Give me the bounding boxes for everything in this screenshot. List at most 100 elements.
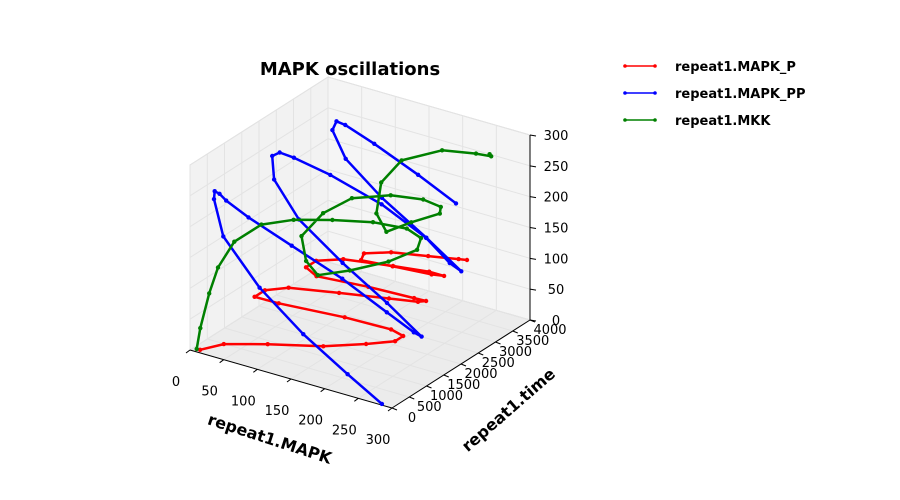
- data-point: [347, 268, 352, 273]
- y-tick-label: 2000: [464, 367, 497, 382]
- data-point: [384, 310, 389, 315]
- y-tick: [512, 330, 518, 334]
- chart-title: MAPK oscillations: [260, 59, 440, 80]
- legend-label-mapk-pp: repeat1.MAPK_PP: [675, 87, 805, 102]
- x-tick-label: 0: [172, 375, 180, 390]
- z-axis-ticks: 0 50 100 150 200 250 300: [529, 129, 569, 329]
- x-tick: [253, 368, 258, 373]
- x-tick-label: 300: [366, 433, 391, 448]
- data-point: [415, 299, 421, 304]
- data-point: [386, 259, 391, 264]
- data-point: [224, 198, 229, 203]
- data-point: [441, 273, 447, 279]
- data-point: [320, 211, 326, 216]
- data-point: [303, 265, 309, 270]
- data-point: [438, 204, 443, 210]
- z-tick-label: 300: [544, 129, 569, 144]
- data-point: [372, 141, 377, 146]
- data-point: [221, 341, 226, 347]
- data-point: [374, 211, 379, 216]
- data-point: [388, 193, 393, 198]
- series-mapk-pp: [211, 119, 464, 407]
- z-tick-label: 250: [544, 160, 569, 175]
- y-tick-label: 4000: [533, 323, 566, 338]
- series-mkk: [194, 148, 494, 352]
- x-tick-label: 200: [298, 414, 323, 429]
- z-tick-label: 200: [544, 191, 569, 206]
- data-point: [330, 217, 335, 223]
- data-point: [453, 201, 459, 206]
- grid-line-z: [189, 138, 531, 228]
- grid-line-z: [189, 107, 531, 197]
- data-point: [197, 347, 203, 352]
- x-tick: [219, 359, 224, 364]
- data-point: [390, 264, 395, 269]
- data-point: [384, 229, 389, 234]
- x-tick: [354, 397, 359, 402]
- data-point: [315, 273, 321, 278]
- legend-marker-mkk-end: [653, 118, 657, 122]
- legend-marker-mapk-p-end: [653, 64, 657, 68]
- grid-lines: [189, 76, 531, 409]
- data-point: [321, 344, 326, 349]
- data-point: [418, 235, 424, 241]
- data-point: [246, 215, 251, 220]
- y-tick: [495, 341, 501, 345]
- data-point: [419, 334, 424, 339]
- data-point: [271, 177, 277, 182]
- grid-line-z: [189, 199, 531, 289]
- data-point: [342, 315, 347, 320]
- z-tick-label: 100: [544, 252, 569, 267]
- data-point: [414, 247, 420, 252]
- y-tick: [478, 352, 484, 356]
- y-tick-label: 1500: [447, 378, 480, 393]
- legend: repeat1.MAPK_P repeat1.MAPK_PP repeat1.M…: [623, 60, 805, 129]
- data-point: [423, 298, 429, 304]
- y-tick-label: 0: [408, 411, 416, 426]
- z-tick-label: 50: [548, 283, 565, 298]
- grid-line-z: [189, 168, 531, 258]
- x-tick: [387, 407, 393, 412]
- data-point: [358, 258, 364, 263]
- data-point: [276, 301, 281, 306]
- data-point: [207, 291, 212, 296]
- legend-marker-mapk-p-start: [623, 64, 627, 68]
- data-point: [212, 189, 217, 194]
- data-point: [411, 295, 417, 301]
- data-point: [437, 211, 442, 216]
- legend-marker-mkk-start: [623, 118, 627, 122]
- data-point: [370, 220, 376, 225]
- x-tick: [320, 388, 325, 393]
- data-point: [399, 158, 404, 163]
- data-point: [426, 253, 431, 259]
- y-tick-label: 2500: [482, 356, 515, 371]
- series-mapk-p: [197, 250, 470, 352]
- data-point: [330, 127, 335, 133]
- z-tick: [529, 196, 537, 199]
- data-point: [343, 122, 348, 128]
- legend-entry-mapk-p: repeat1.MAPK_P: [623, 60, 796, 75]
- data-point: [439, 148, 445, 153]
- data-point: [345, 372, 350, 377]
- axis-panes: [188, 76, 532, 409]
- legend-marker-mapk-pp-start: [623, 91, 627, 95]
- data-point: [340, 260, 345, 266]
- data-point: [456, 256, 461, 262]
- data-point: [392, 339, 398, 344]
- y-tick: [443, 374, 449, 378]
- x-tick: [185, 349, 191, 354]
- data-point: [487, 152, 492, 157]
- data-point: [447, 260, 452, 266]
- data-point: [289, 243, 294, 248]
- y-tick-label: 1000: [430, 389, 463, 404]
- data-point: [388, 250, 394, 255]
- x-tick-label: 150: [265, 404, 290, 419]
- y-tick: [409, 396, 415, 400]
- data-point: [384, 300, 390, 306]
- x-tick-label: 100: [231, 394, 256, 409]
- data-point: [386, 296, 392, 301]
- x-tick-label: 50: [201, 385, 218, 400]
- data-point: [429, 272, 434, 277]
- data-point: [379, 401, 385, 407]
